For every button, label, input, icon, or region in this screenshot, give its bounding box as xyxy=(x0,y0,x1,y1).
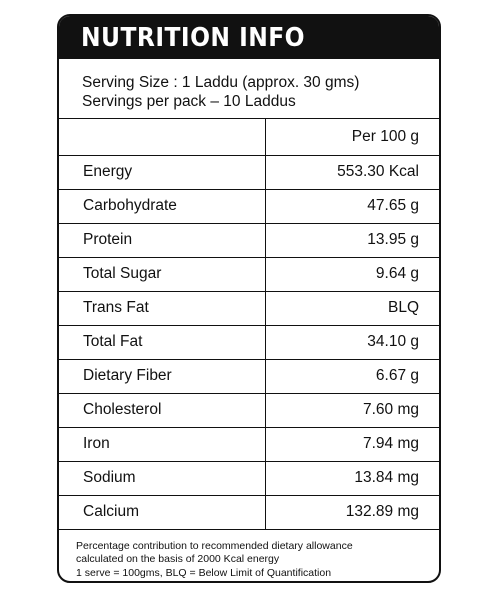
title-bar: NUTRITION INFO xyxy=(59,16,439,59)
nutrient-value: 34.10 g xyxy=(265,325,439,360)
nutrient-name: Energy xyxy=(59,155,266,190)
header-blank-cell xyxy=(59,119,266,156)
serving-size: Serving Size : 1 Laddu (approx. 30 gms) xyxy=(82,74,360,91)
footnote-line: 1 serve = 100gms, BLQ = Below Limit of Q… xyxy=(76,566,332,579)
nutrient-value: 9.64 g xyxy=(265,257,439,292)
nutrient-value: 6.67 g xyxy=(265,359,439,394)
table-row: Trans Fat BLQ xyxy=(59,291,439,326)
table-row: Carbohydrate 47.65 g xyxy=(59,189,439,224)
table-row: Cholesterol 7.60 mg xyxy=(59,393,439,428)
label-title: NUTRITION INFO xyxy=(81,22,306,53)
nutrient-name: Iron xyxy=(59,427,266,462)
nutrient-value: 7.94 mg xyxy=(265,427,439,462)
column-header-per-100g: Per 100 g xyxy=(265,119,439,156)
nutrient-name: Dietary Fiber xyxy=(59,359,266,394)
nutrition-label: NUTRITION INFO Serving Size : 1 Laddu (a… xyxy=(57,14,441,583)
nutrient-name: Trans Fat xyxy=(59,291,266,326)
nutrient-name: Calcium xyxy=(59,495,266,530)
footnote-line: calculated on the basis of 2000 Kcal ene… xyxy=(76,553,280,565)
table-header-row: Per 100 g xyxy=(59,119,439,156)
nutrient-value: 13.84 mg xyxy=(265,461,439,496)
table-row: Energy 553.30 Kcal xyxy=(59,155,439,190)
nutrient-name: Cholesterol xyxy=(59,393,266,428)
footnote: Percentage contribution to recommended d… xyxy=(59,530,439,581)
serving-info: Serving Size : 1 Laddu (approx. 30 gms) … xyxy=(59,59,439,119)
nutrient-name: Sodium xyxy=(59,461,266,496)
footnote-line: Percentage contribution to recommended d… xyxy=(76,539,353,552)
table-row: Protein 13.95 g xyxy=(59,223,439,258)
nutrient-name: Carbohydrate xyxy=(59,189,266,224)
table-row: Total Sugar 9.64 g xyxy=(59,257,439,292)
nutrition-table: Per 100 g Energy 553.30 Kcal Carbohydrat… xyxy=(59,119,439,530)
table-row: Total Fat 34.10 g xyxy=(59,325,439,360)
nutrient-value: 553.30 Kcal xyxy=(265,155,439,190)
nutrient-value: 47.65 g xyxy=(265,189,439,224)
nutrient-name: Total Sugar xyxy=(59,257,266,292)
table-row: Calcium 132.89 mg xyxy=(59,495,439,530)
table-row: Sodium 13.84 mg xyxy=(59,461,439,496)
nutrient-name: Protein xyxy=(59,223,266,258)
servings-per-pack: Servings per pack – 10 Laddus xyxy=(82,93,296,110)
nutrient-value: 132.89 mg xyxy=(265,495,439,530)
nutrient-name: Total Fat xyxy=(59,325,266,360)
nutrient-value: 7.60 mg xyxy=(265,393,439,428)
table-row: Iron 7.94 mg xyxy=(59,427,439,462)
table-row: Dietary Fiber 6.67 g xyxy=(59,359,439,394)
nutrient-value: BLQ xyxy=(265,291,439,326)
nutrient-value: 13.95 g xyxy=(265,223,439,258)
